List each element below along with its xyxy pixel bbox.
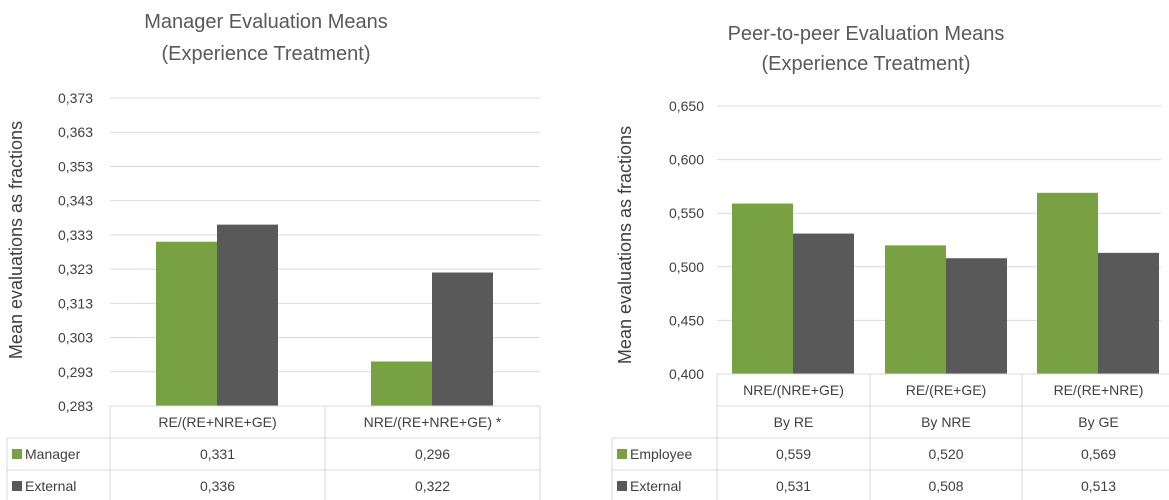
- data-label: 0,508: [928, 478, 963, 494]
- bar-external-2: [946, 258, 1007, 374]
- y-tick-label: 0,500: [669, 259, 704, 275]
- legend-label: External: [630, 478, 681, 494]
- bar-employee-1: [732, 203, 793, 374]
- legend-label: Employee: [630, 446, 692, 462]
- data-label: 0,531: [776, 478, 811, 494]
- y-tick-label: 0,650: [669, 98, 704, 114]
- y-axis-label: Mean evaluations as fractions: [6, 121, 26, 359]
- y-tick-label: 0,323: [58, 261, 93, 277]
- bar-employee-3: [1037, 192, 1098, 374]
- y-tick-label: 0,343: [58, 193, 93, 209]
- data-label: 0,520: [928, 446, 963, 462]
- bar-external-1: [217, 224, 278, 406]
- category-label: NRE/(NRE+GE): [743, 382, 844, 398]
- data-label: 0,559: [776, 446, 811, 462]
- bar-employee-2: [885, 245, 946, 374]
- category-label: RE/(RE+NRE): [1054, 382, 1144, 398]
- bar-manager-2: [371, 361, 432, 406]
- y-tick-label: 0,363: [58, 124, 93, 140]
- y-axis-label: Mean evaluations as fractions: [615, 126, 635, 364]
- y-tick-label: 0,333: [58, 227, 93, 243]
- category-label: RE/(RE+NRE+GE): [158, 414, 276, 430]
- y-tick-label: 0,450: [669, 312, 704, 328]
- data-label: 0,513: [1081, 478, 1116, 494]
- data-label: 0,331: [200, 446, 235, 462]
- chart-title-line: Manager Evaluation Means: [144, 11, 387, 33]
- y-tick-label: 0,373: [58, 90, 93, 106]
- data-label: 0,296: [415, 446, 450, 462]
- legend-key-employee: [617, 449, 627, 459]
- y-tick-label: 0,313: [58, 295, 93, 311]
- y-tick-label: 0,353: [58, 158, 93, 174]
- data-label: 0,336: [200, 478, 235, 494]
- category-label: NRE/(RE+NRE+GE) *: [364, 414, 502, 430]
- y-tick-label: 0,550: [669, 205, 704, 221]
- bar-external-2: [432, 272, 493, 406]
- y-tick-label: 0,283: [58, 398, 93, 414]
- y-tick-label: 0,303: [58, 330, 93, 346]
- chart-title-line: (Experience Treatment): [762, 53, 971, 75]
- chart-title-line: Peer-to-peer Evaluation Means: [728, 23, 1005, 45]
- category-sublabel: By NRE: [921, 414, 971, 430]
- chart-2: Peer-to-peer Evaluation Means (Experience…: [611, 23, 1169, 500]
- legend-key-external: [617, 481, 627, 491]
- y-tick-label: 0,293: [58, 364, 93, 380]
- legend-key-manager: [12, 449, 22, 459]
- category-sublabel: By GE: [1078, 414, 1118, 430]
- chart-1: Manager Evaluation Means (Experience Trea…: [6, 11, 541, 500]
- legend-label: Manager: [25, 446, 81, 462]
- legend-key-external: [12, 481, 22, 491]
- legend-label: External: [25, 478, 76, 494]
- bar-manager-1: [156, 241, 217, 406]
- chart-title-line: (Experience Treatment): [162, 43, 371, 65]
- data-label: 0,569: [1081, 446, 1116, 462]
- y-tick-label: 0,600: [669, 152, 704, 168]
- category-sublabel: By RE: [774, 414, 814, 430]
- bar-external-3: [1098, 252, 1159, 374]
- data-label: 0,322: [415, 478, 450, 494]
- y-tick-label: 0,400: [669, 366, 704, 382]
- category-label: RE/(RE+GE): [906, 382, 987, 398]
- bar-external-1: [793, 233, 854, 374]
